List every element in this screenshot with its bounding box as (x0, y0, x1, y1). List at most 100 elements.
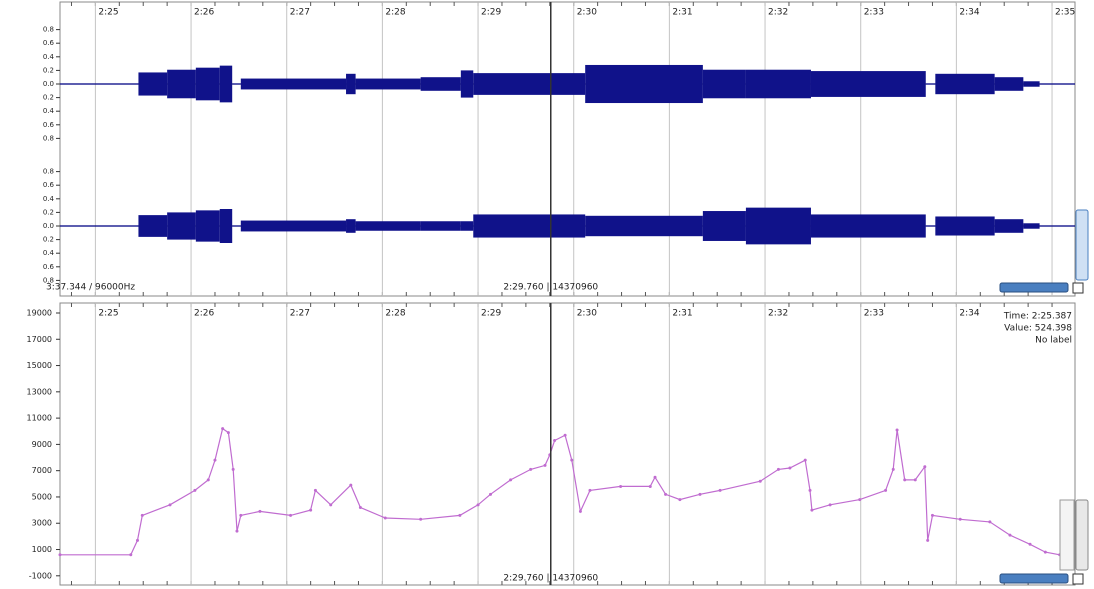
x-tick-label: 2:31 (672, 309, 692, 319)
value-point (563, 433, 567, 437)
value-point (648, 484, 652, 488)
waveform-segment (1023, 81, 1040, 87)
y-tick-label: 7000 (32, 466, 52, 475)
value-point (653, 475, 657, 479)
waveform-segment (420, 77, 461, 91)
value-point (358, 505, 362, 509)
y-tick-label: 0.4 (43, 195, 55, 203)
info-value: Value: 524.398 (1004, 324, 1072, 334)
value-point (231, 467, 235, 471)
v-scrollbar[interactable] (1075, 209, 1089, 281)
waveform-segment (195, 67, 220, 101)
value-point (226, 431, 230, 435)
y-tick-label: 0.8 (43, 276, 54, 284)
x-tick-label: 2:26 (194, 309, 214, 319)
y-tick-label: 19000 (27, 308, 52, 317)
y-tick-label: 0.4 (43, 53, 55, 61)
value-point (619, 484, 623, 488)
waveform-segment (346, 73, 356, 95)
waveform-segment (810, 214, 926, 238)
waveform-segment (810, 71, 926, 97)
y-tick-label: 0.6 (43, 263, 55, 271)
value-point (718, 488, 722, 492)
waveform-segment (585, 215, 703, 237)
waveform-segment (1039, 83, 1075, 85)
value-point (239, 513, 243, 517)
value-point (588, 488, 592, 492)
value-point (58, 553, 62, 557)
waveform-segment (702, 69, 746, 99)
waveform-segment (745, 69, 811, 99)
y-tick-label: 0.8 (43, 26, 54, 34)
x-tick-label: 2:33 (864, 8, 884, 18)
waveform-segment (473, 73, 586, 95)
waveform-segment (702, 211, 746, 241)
waveform-segment (460, 70, 474, 98)
waveform-segment (232, 225, 241, 227)
value-point (206, 478, 210, 482)
x-tick-label: 2:25 (98, 309, 118, 319)
info-box-bg (996, 307, 1074, 353)
plot-layer: 2:25 2:26 2:27 2:28 2:29 2:30 2:31 2:32 2:33 2:34… (27, 2, 1075, 585)
value-point (926, 538, 930, 542)
zoom-box[interactable] (1072, 573, 1084, 585)
h-scrollbar[interactable] (999, 573, 1069, 584)
info-box: Time: 2:25.387 Value: 524.398 No label (996, 307, 1074, 353)
value-point (383, 516, 387, 520)
waveform-segment (219, 209, 233, 243)
waveform-segment (1023, 223, 1040, 229)
value-point (476, 503, 480, 507)
value-point (930, 513, 934, 517)
value-point (913, 478, 917, 482)
value-point (543, 463, 547, 467)
waveform-segment (460, 221, 474, 231)
waveform-segment (167, 212, 196, 240)
waveform-segment (355, 221, 421, 231)
value-point (578, 509, 582, 513)
value-point (509, 478, 513, 482)
y-tick-label: 0.4 (43, 249, 55, 257)
x-tick-label: 2:26 (194, 8, 214, 18)
info-time: Time: 2:25.387 (1003, 312, 1072, 322)
v-scrollbar[interactable] (1075, 499, 1089, 571)
y-tick-label: 0.6 (43, 181, 55, 189)
waveform-segment (935, 216, 995, 236)
value-point (988, 520, 992, 524)
y-tick-label: 3000 (32, 519, 52, 528)
value-point (313, 488, 317, 492)
waveform-segment (240, 220, 347, 232)
x-tick-label: 2:28 (385, 309, 405, 319)
info-label: No label (1035, 336, 1072, 346)
x-tick-label: 2:31 (672, 8, 692, 18)
value-point (858, 498, 862, 502)
waveform-segment (232, 83, 241, 85)
y-tick-label: 1000 (32, 545, 52, 554)
value-point (1043, 550, 1047, 554)
waveform-segment (219, 65, 233, 103)
x-tick-label: 2:28 (385, 8, 405, 18)
y-tick-label: 0.2 (43, 236, 54, 244)
value-point (258, 509, 262, 513)
value-point (419, 517, 423, 521)
zoom-box[interactable] (1072, 282, 1084, 294)
value-point (289, 513, 293, 517)
value-point (884, 488, 888, 492)
y-tick-label: 11000 (27, 414, 52, 423)
value-point (1008, 533, 1012, 537)
y-tick-label: 5000 (32, 492, 52, 501)
y-tick-label: 17000 (27, 335, 52, 344)
x-tick-label: 2:34 (959, 8, 979, 18)
v-scrollbar[interactable] (1059, 499, 1075, 571)
y-tick-label: 0.6 (43, 39, 55, 47)
h-scrollbar[interactable] (999, 282, 1069, 293)
y-tick-label: 0.8 (43, 168, 54, 176)
waveform-segment (240, 78, 347, 90)
x-tick-label: 2:30 (577, 8, 597, 18)
x-tick-label: 2:34 (959, 309, 979, 319)
value-point (570, 458, 574, 462)
waveform-segment (60, 225, 139, 227)
value-point (129, 553, 133, 557)
waveform-segment (925, 225, 936, 227)
value-point (678, 498, 682, 502)
